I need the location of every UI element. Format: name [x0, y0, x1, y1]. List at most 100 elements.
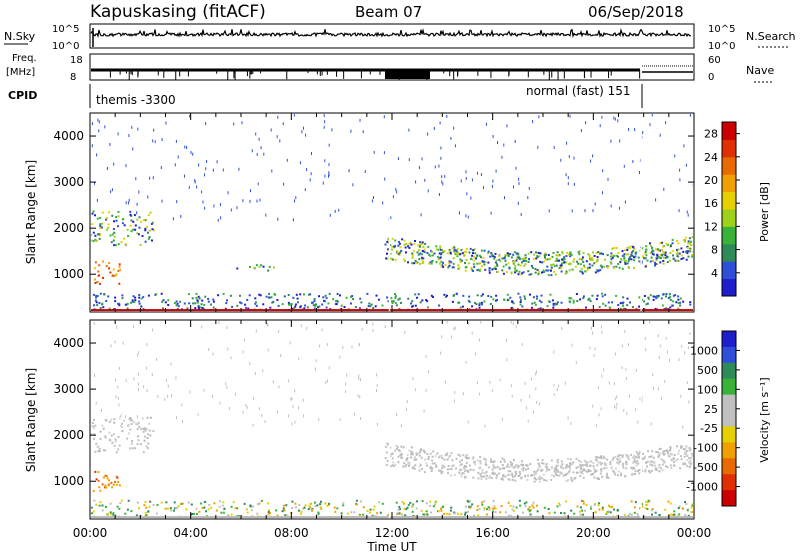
echo-cell [370, 303, 373, 306]
echo-cell [123, 224, 126, 227]
echo-cell [394, 239, 397, 242]
echo-cell [621, 464, 624, 467]
noise-cell [326, 343, 328, 347]
noise-cell [93, 322, 95, 326]
echo-cell [391, 452, 394, 455]
echo-cell [138, 300, 141, 303]
noise-cell [687, 213, 689, 217]
echo-cell [412, 515, 415, 517]
echo-cell [405, 508, 408, 510]
echo-cell [201, 299, 204, 302]
noise-cell [462, 392, 464, 396]
echo-cell [514, 475, 516, 477]
echo-cell [480, 294, 483, 297]
noise-cell [602, 169, 604, 173]
echo-cell [95, 478, 98, 481]
noise-cell [258, 407, 260, 411]
noise-cell [490, 211, 492, 215]
echo-cell [621, 455, 624, 458]
echo-cell [317, 306, 319, 309]
echo-cell [652, 253, 655, 256]
echo-cell [560, 267, 563, 270]
echo-cell [464, 469, 466, 472]
echo-cell [586, 470, 589, 473]
echo-cell [585, 260, 588, 263]
echo-cell [658, 470, 661, 473]
echo-cell [275, 509, 278, 512]
echo-cell [645, 461, 648, 464]
echo-cell [666, 466, 669, 469]
echo-cell [499, 468, 502, 471]
noise-cell [514, 140, 516, 143]
colorbar-swatch [722, 261, 736, 280]
echo-cell [531, 302, 534, 305]
noise-cell [679, 178, 681, 182]
echo-cell [329, 307, 332, 310]
echo-cell [110, 481, 113, 484]
echo-cell [496, 270, 499, 273]
echo-cell [554, 273, 557, 276]
echo-cell [677, 298, 680, 301]
noise-cell [632, 160, 634, 163]
noise-cell [205, 167, 207, 171]
echo-cell [517, 263, 520, 266]
echo-cell [395, 304, 398, 307]
echo-cell [633, 511, 636, 514]
noise-cell [104, 125, 106, 129]
noise-cell [376, 373, 377, 377]
echo-cell [633, 256, 635, 259]
echo-cell [555, 264, 558, 267]
echo-cell [680, 258, 683, 261]
echo-cell [662, 262, 665, 265]
noise-cell [201, 325, 203, 329]
echo-cell [446, 458, 449, 461]
noise-cell [125, 415, 126, 419]
echo-cell [669, 252, 672, 254]
noise-cell [219, 401, 221, 405]
echo-cell [148, 236, 151, 239]
echo-cell [686, 454, 689, 457]
echo-cell [508, 473, 511, 476]
velocity-ylabel: Slant Range [km] [24, 368, 38, 472]
echo-cell [506, 293, 509, 296]
echo-cell [417, 244, 420, 247]
noise-cell [161, 138, 163, 141]
echo-cell [583, 266, 586, 269]
echo-cell [586, 266, 589, 269]
echo-cell [599, 264, 602, 267]
echo-cell [616, 458, 619, 461]
echo-cell [524, 254, 527, 257]
noise-cell [251, 149, 253, 153]
echo-cell [474, 252, 477, 255]
noise-cell [358, 377, 360, 381]
echo-cell [340, 304, 343, 307]
echo-cell [164, 507, 167, 510]
echo-cell [607, 510, 610, 513]
echo-cell [295, 293, 298, 296]
echo-cell [481, 260, 484, 263]
echo-cell [481, 265, 483, 268]
echo-cell [633, 454, 636, 457]
echo-cell [117, 302, 120, 305]
echo-cell [655, 297, 658, 300]
echo-cell [208, 504, 211, 506]
echo-cell [592, 462, 595, 465]
echo-cell [660, 467, 662, 470]
echo-cell [620, 472, 623, 475]
echo-cell [374, 305, 377, 308]
echo-cell [104, 484, 107, 487]
echo-cell [222, 292, 225, 295]
echo-cell [98, 274, 101, 277]
echo-cell [521, 257, 524, 260]
echo-cell [604, 293, 607, 296]
echo-cell [496, 474, 499, 477]
echo-cell [473, 460, 476, 463]
echo-cell [648, 470, 650, 473]
echo-cell [431, 462, 434, 465]
echo-cell [491, 255, 494, 258]
echo-cell [533, 474, 536, 477]
noise-cell [689, 332, 691, 336]
echo-cell [676, 251, 679, 254]
echo-cell [487, 466, 490, 469]
